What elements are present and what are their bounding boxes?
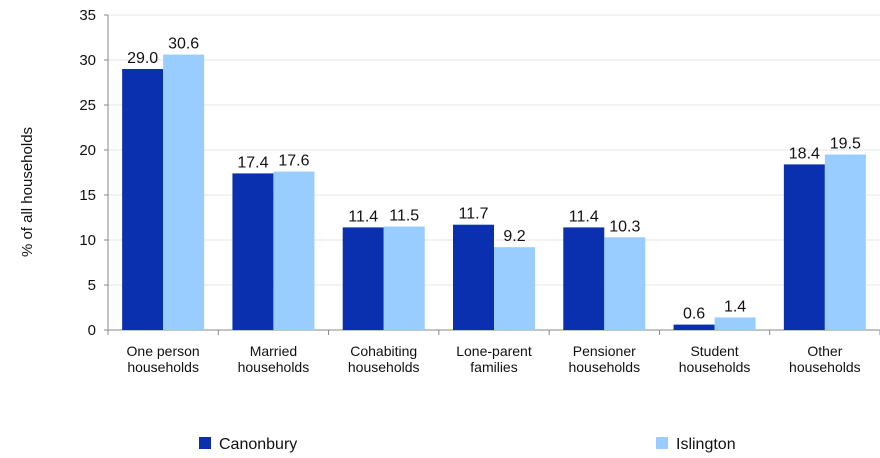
x-tick-label: Other: [807, 343, 842, 359]
x-tick-label: One person: [127, 343, 200, 359]
bar-canonbury-0: [122, 69, 164, 330]
x-tick-label: households: [568, 359, 640, 375]
bar-islington-4: [604, 237, 646, 330]
bars: [122, 54, 866, 330]
x-tick-label: Cohabiting: [350, 343, 417, 359]
data-label: 19.5: [830, 136, 861, 153]
data-labels: 29.0 30.6 17.4 17.6 11.4 11.5 11.7 9.2 11.4 10.3 0…: [127, 36, 861, 323]
x-tick-label: households: [127, 359, 199, 375]
data-label: 0.6: [683, 306, 705, 323]
y-tick-label: 30: [79, 52, 96, 69]
y-tick-label: 15: [79, 187, 96, 204]
y-tick-label: 10: [79, 232, 96, 249]
bar-canonbury-2: [342, 227, 384, 330]
bar-islington-2: [383, 226, 425, 330]
data-label: 1.4: [724, 298, 746, 315]
x-tick-label: Married: [250, 343, 297, 359]
bar-islington-6: [824, 154, 866, 330]
data-label: 18.4: [789, 145, 820, 162]
bar-islington-0: [163, 54, 205, 330]
legend-swatch-canonbury: [199, 437, 211, 449]
y-axis-label: % of all households: [19, 127, 36, 257]
bar-islington-1: [273, 171, 315, 330]
x-tick-label: households: [789, 359, 861, 375]
legend: Canonbury Islington: [199, 436, 736, 453]
data-label: 29.0: [127, 50, 158, 67]
x-tick-labels: One personhouseholdsMarriedhouseholdsCoh…: [127, 343, 861, 375]
y-tick-labels: 0 5 10 15 20 25 30 35: [79, 7, 108, 339]
bar-canonbury-6: [783, 164, 825, 330]
data-label: 17.6: [278, 153, 309, 170]
legend-label-canonbury: Canonbury: [219, 436, 297, 453]
x-tick-label: Student: [690, 343, 738, 359]
data-label: 11.4: [348, 208, 378, 225]
legend-swatch-islington: [656, 437, 668, 449]
data-label: 11.4: [569, 208, 599, 225]
y-tick-label: 0: [88, 322, 96, 339]
bar-canonbury-3: [453, 224, 494, 330]
x-tick-label: households: [679, 359, 751, 375]
x-tick-label: families: [470, 359, 517, 375]
bar-islington-3: [494, 247, 535, 330]
y-tick-label: 25: [79, 97, 96, 114]
x-tick-label: Pensioner: [573, 343, 636, 359]
data-label: 30.6: [168, 36, 199, 53]
x-tick-label: Lone-parent: [456, 343, 532, 359]
bar-canonbury-1: [232, 173, 274, 330]
data-label: 17.4: [237, 154, 268, 171]
data-label: 11.7: [459, 206, 489, 223]
data-label: 10.3: [609, 218, 640, 235]
bar-canonbury-4: [563, 227, 605, 330]
bar-islington-5: [714, 317, 756, 330]
legend-label-islington: Islington: [676, 436, 736, 453]
y-tick-label: 35: [79, 7, 96, 24]
x-tick-label: households: [348, 359, 420, 375]
x-tick-label: households: [238, 359, 310, 375]
y-tick-label: 20: [79, 142, 96, 159]
y-tick-label: 5: [88, 277, 96, 294]
data-label: 9.2: [503, 228, 525, 245]
data-label: 11.5: [389, 208, 419, 225]
bar-canonbury-5: [673, 324, 715, 330]
